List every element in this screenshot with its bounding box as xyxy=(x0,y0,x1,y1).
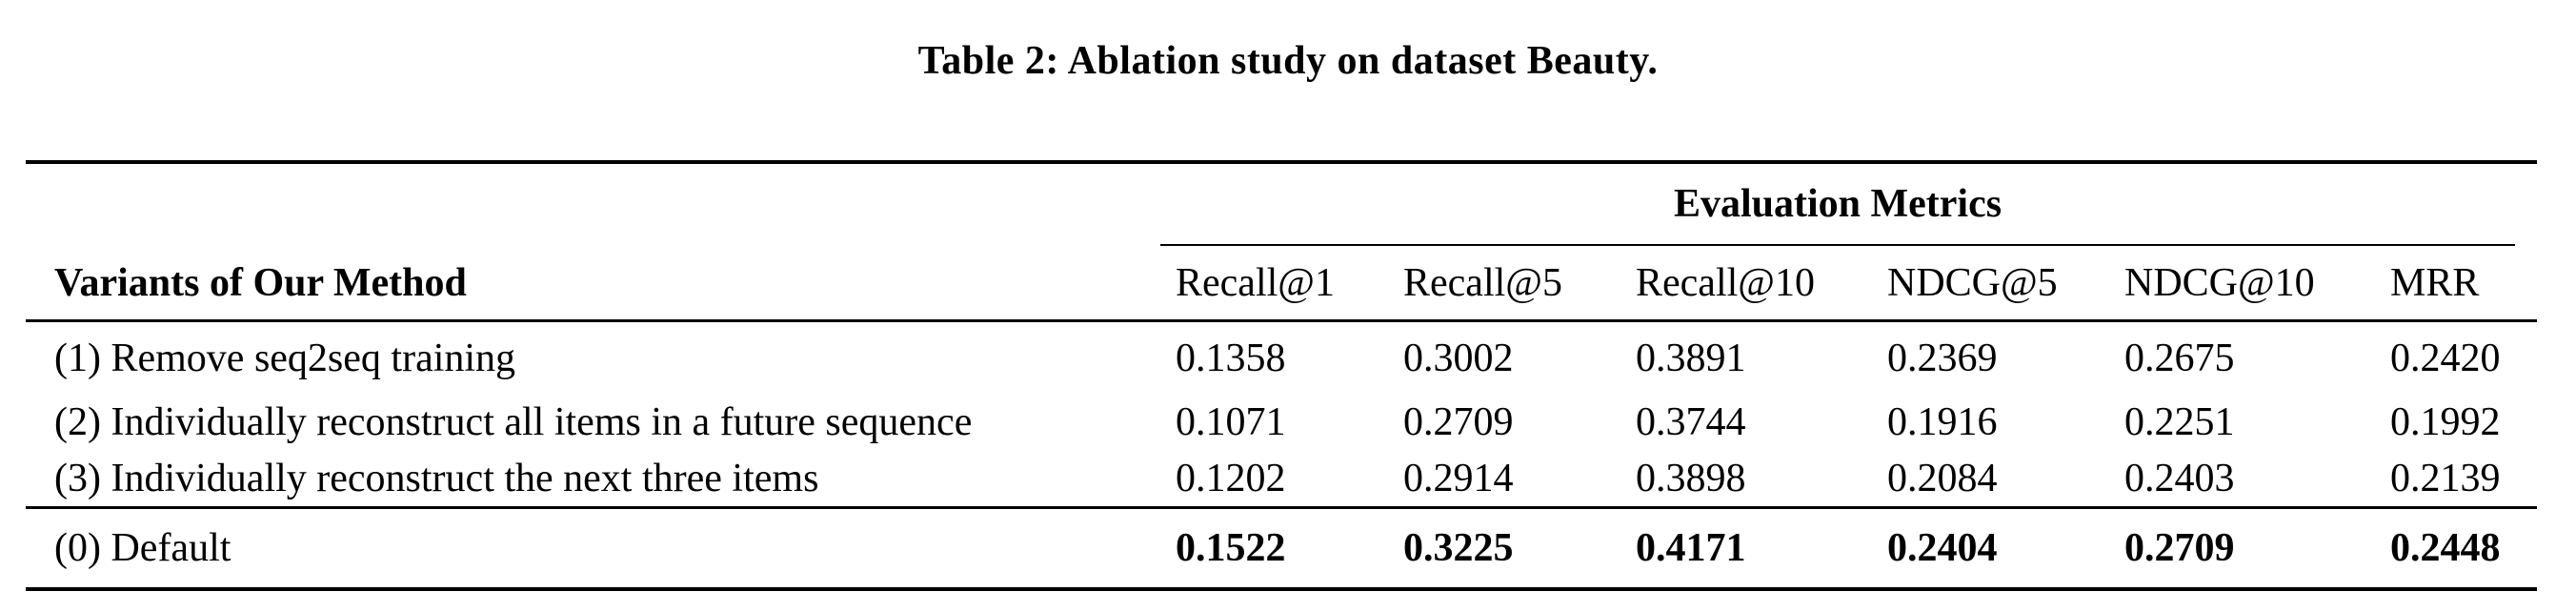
column-header-metric: MRR xyxy=(2375,246,2537,322)
column-header-metric: Recall@5 xyxy=(1388,246,1620,322)
default-row: (0) Default 0.1522 0.3225 0.4171 0.2404 … xyxy=(26,509,2537,587)
group-header-rule: Evaluation Metrics xyxy=(1160,164,2515,246)
metric-value: 0.2403 xyxy=(2109,450,2375,509)
metric-value: 0.2084 xyxy=(1872,450,2109,509)
metric-value: 0.1358 xyxy=(1176,337,1286,380)
row-label: (2) Individually reconstruct all items i… xyxy=(54,400,973,444)
row-label: (1) Remove seq2seq training xyxy=(54,337,516,380)
table-row: (1) Remove seq2seq training 0.1358 0.300… xyxy=(26,322,2537,395)
metric-value: 0.2139 xyxy=(2375,450,2537,509)
metric-value: 0.2251 xyxy=(2124,400,2235,444)
column-header-metric: NDCG@5 xyxy=(1872,246,2109,322)
metric-value: 0.1522 xyxy=(1176,526,1286,570)
metric-value: 0.2369 xyxy=(1887,337,1998,380)
metric-value: 0.3002 xyxy=(1403,337,1514,380)
metric-value: 0.2709 xyxy=(2124,526,2235,570)
column-header-metric: Recall@10 xyxy=(1620,246,1872,322)
row-label: (0) Default xyxy=(54,526,231,570)
group-header-row: Evaluation Metrics xyxy=(26,164,2537,246)
metric-value: 0.1071 xyxy=(1176,400,1286,444)
column-header-metric: NDCG@10 xyxy=(2109,246,2375,322)
metric-value: 0.3225 xyxy=(1403,526,1514,570)
header-row: Variants of Our Method Recall@1 Recall@5… xyxy=(26,246,2537,322)
metric-value: 0.1916 xyxy=(1887,400,1998,444)
metric-value: 0.2448 xyxy=(2390,526,2501,570)
metric-value: 0.3891 xyxy=(1636,337,1746,380)
column-header-metric: Recall@1 xyxy=(1160,246,1388,322)
group-header-spacer xyxy=(26,164,1160,246)
metric-value: 0.1992 xyxy=(2390,400,2501,444)
metric-value: 0.2709 xyxy=(1403,400,1514,444)
column-header-variants: Variants of Our Method xyxy=(26,246,1160,322)
table-row: (3) Individually reconstruct the next th… xyxy=(26,450,2537,509)
metric-value: 0.2420 xyxy=(2390,337,2501,380)
metric-value: 0.2404 xyxy=(1887,526,1998,570)
ablation-table: Evaluation Metrics Variants of Our Metho… xyxy=(26,160,2537,591)
metric-value: 0.4171 xyxy=(1636,526,1746,570)
row-label: (3) Individually reconstruct the next th… xyxy=(26,450,1160,509)
metric-value: 0.2675 xyxy=(2124,337,2235,380)
group-header-cell: Evaluation Metrics xyxy=(1160,164,2537,246)
metric-value: 0.3744 xyxy=(1636,400,1746,444)
group-header-label: Evaluation Metrics xyxy=(1673,182,2002,226)
metric-value: 0.3898 xyxy=(1620,450,1872,509)
table-caption: Table 2: Ablation study on dataset Beaut… xyxy=(917,39,1659,83)
table-row: (2) Individually reconstruct all items i… xyxy=(26,395,2537,450)
metric-value: 0.1202 xyxy=(1160,450,1388,509)
metric-value: 0.2914 xyxy=(1388,450,1620,509)
